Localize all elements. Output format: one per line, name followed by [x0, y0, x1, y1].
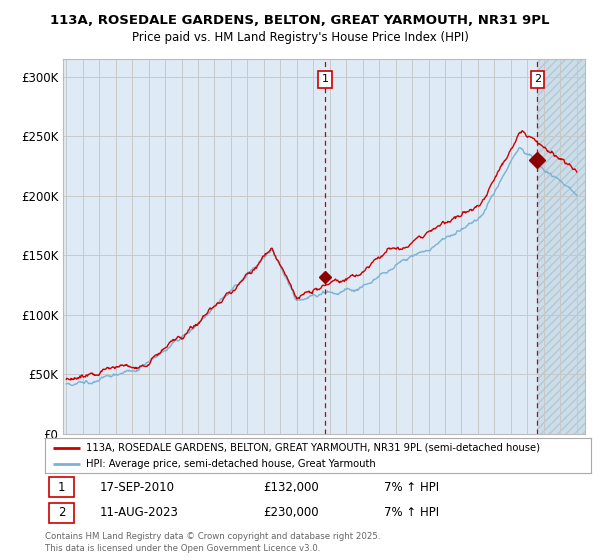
Bar: [538, 59, 585, 434]
Text: 7% ↑ HPI: 7% ↑ HPI: [383, 480, 439, 494]
Text: 113A, ROSEDALE GARDENS, BELTON, GREAT YARMOUTH, NR31 9PL: 113A, ROSEDALE GARDENS, BELTON, GREAT YA…: [50, 14, 550, 27]
Text: 2: 2: [58, 506, 65, 519]
Text: 1: 1: [58, 480, 65, 494]
Text: 7% ↑ HPI: 7% ↑ HPI: [383, 506, 439, 519]
Text: 11-AUG-2023: 11-AUG-2023: [100, 506, 178, 519]
Text: 113A, ROSEDALE GARDENS, BELTON, GREAT YARMOUTH, NR31 9PL (semi-detached house): 113A, ROSEDALE GARDENS, BELTON, GREAT YA…: [86, 443, 540, 453]
Text: HPI: Average price, semi-detached house, Great Yarmouth: HPI: Average price, semi-detached house,…: [86, 459, 376, 469]
Text: Contains HM Land Registry data © Crown copyright and database right 2025.
This d: Contains HM Land Registry data © Crown c…: [45, 533, 380, 553]
Text: £132,000: £132,000: [263, 480, 319, 494]
FancyBboxPatch shape: [49, 503, 74, 523]
Text: 2: 2: [534, 74, 541, 85]
Text: £230,000: £230,000: [263, 506, 319, 519]
Text: 17-SEP-2010: 17-SEP-2010: [100, 480, 175, 494]
Text: Price paid vs. HM Land Registry's House Price Index (HPI): Price paid vs. HM Land Registry's House …: [131, 31, 469, 44]
FancyBboxPatch shape: [49, 477, 74, 497]
Text: 1: 1: [322, 74, 328, 85]
Bar: [538, 59, 585, 434]
